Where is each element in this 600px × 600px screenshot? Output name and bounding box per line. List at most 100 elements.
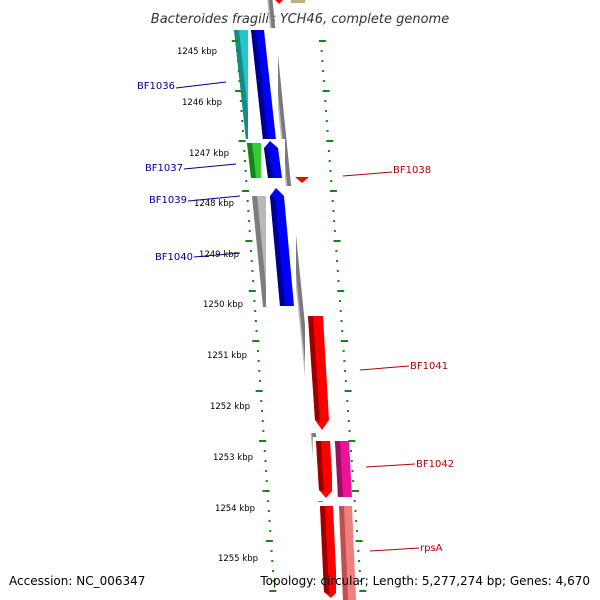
scale-tick	[250, 260, 253, 262]
scale-tick	[250, 250, 253, 252]
scale-tick	[269, 590, 277, 592]
scale-tick	[326, 130, 329, 132]
scale-tick	[248, 290, 256, 292]
scale-tick	[350, 460, 353, 462]
scale-tick	[325, 110, 328, 112]
gene-BF1036-blue[interactable]	[248, 28, 278, 144]
scale-tick	[244, 170, 247, 172]
scale-tick	[231, 40, 239, 42]
scale-tick	[263, 450, 266, 452]
left-gene-labels: BF1036 BF1037 BF1039 BF1040	[137, 81, 241, 263]
scale-tick	[259, 440, 267, 442]
scale-tick	[257, 360, 260, 362]
gene-BF1038-red-small[interactable]	[295, 177, 309, 183]
scale-tick	[333, 240, 341, 242]
scale-tick	[240, 110, 243, 112]
gene-label-BF1040[interactable]: BF1040	[155, 252, 193, 263]
gene-rpsA-salmon[interactable]	[336, 502, 358, 600]
right-gene-labels: BF1038 BF1041 BF1042 rpsA	[342, 165, 454, 554]
scale-tick	[261, 420, 264, 422]
scale-tick	[351, 490, 359, 492]
scale-tick	[238, 140, 246, 142]
scale-tick	[267, 500, 270, 502]
scale-tick	[243, 150, 246, 152]
scale-tick	[348, 430, 351, 432]
gene-BF1041-red[interactable]	[305, 313, 331, 433]
scale-tick	[246, 200, 249, 202]
kbp-label: 1251 kbp	[207, 351, 247, 361]
gene-label-BF1041[interactable]: BF1041	[410, 361, 448, 372]
map-title: Bacteroides fragilis YCH46, complete gen…	[151, 12, 449, 27]
scale-tick	[342, 350, 345, 352]
scale-tick	[248, 220, 251, 222]
scale-tick	[260, 400, 263, 402]
scale-tick	[262, 490, 270, 492]
scale-tick	[268, 520, 271, 522]
scale-tick	[359, 580, 362, 582]
scale-tick	[331, 200, 334, 202]
truncated-gene-red	[275, 0, 283, 4]
scale-tick	[328, 150, 330, 152]
scale-tick	[270, 550, 273, 552]
scale-tick	[359, 590, 367, 592]
scale-tick	[329, 170, 332, 172]
kbp-label: 1246 kbp	[182, 98, 222, 108]
scale-tick	[247, 210, 250, 212]
kbp-label: 1255 kbp	[218, 554, 258, 564]
scale-tick	[335, 250, 338, 252]
scale-tick	[239, 100, 242, 102]
scale-tick	[318, 40, 326, 42]
kbp-label: 1250 kbp	[203, 300, 243, 310]
topology-text: Topology: circular; Length: 5,277,274 bp…	[260, 574, 590, 588]
scale-tick	[351, 470, 354, 472]
gene-rpsA-red[interactable]	[317, 502, 339, 600]
scale-tick	[324, 100, 327, 102]
gene-label-rpsA[interactable]: rpsA	[420, 543, 443, 554]
scale-tick	[320, 50, 323, 52]
scale-tick	[251, 270, 254, 272]
gene-label-BF1037[interactable]: BF1037	[145, 163, 183, 174]
gene-label-BF1038[interactable]: BF1038	[393, 165, 431, 176]
scale-tick	[344, 380, 347, 382]
scale-tick	[340, 320, 343, 322]
scale-tick	[343, 360, 346, 362]
scale-tick	[328, 160, 331, 162]
accession-text: Accession: NC_006347	[9, 574, 146, 588]
scale-tick	[344, 370, 347, 372]
kbp-label: 1254 kbp	[215, 504, 255, 514]
right-tick-track	[318, 40, 367, 592]
scale-tick	[254, 320, 257, 322]
scale-tick	[245, 180, 248, 182]
scale-tick	[238, 80, 241, 82]
scale-tick	[243, 160, 246, 162]
gene-label-BF1042[interactable]: BF1042	[416, 459, 454, 470]
scale-tick	[236, 50, 239, 52]
scale-tick	[265, 470, 268, 472]
scale-tick	[272, 580, 275, 582]
scale-tick	[333, 220, 336, 222]
scale-tick	[355, 520, 358, 522]
scale-tick	[267, 510, 270, 512]
gene-label-BF1039[interactable]: BF1039	[149, 195, 187, 206]
scale-tick	[253, 300, 256, 302]
scale-tick	[348, 440, 356, 442]
scale-tick	[336, 270, 339, 272]
scale-tick	[258, 370, 261, 372]
scale-tick	[341, 330, 344, 332]
scale-tick	[347, 420, 350, 422]
scale-tick	[271, 560, 274, 562]
scale-tick	[271, 570, 274, 572]
gene-BF1040-blue[interactable]	[266, 186, 296, 309]
scale-tick	[352, 480, 355, 482]
scale-tick	[357, 550, 360, 552]
scale-tick	[255, 390, 263, 392]
scale-tick	[258, 380, 261, 382]
gene-BF1042-magenta[interactable]	[332, 437, 356, 501]
scale-tick	[325, 120, 328, 122]
scale-tick	[241, 120, 244, 122]
gene-BF1037-blue[interactable]	[261, 139, 285, 181]
scale-tick	[265, 540, 273, 542]
gene-label-BF1036[interactable]: BF1036	[137, 81, 175, 92]
scale-tick	[262, 430, 265, 432]
